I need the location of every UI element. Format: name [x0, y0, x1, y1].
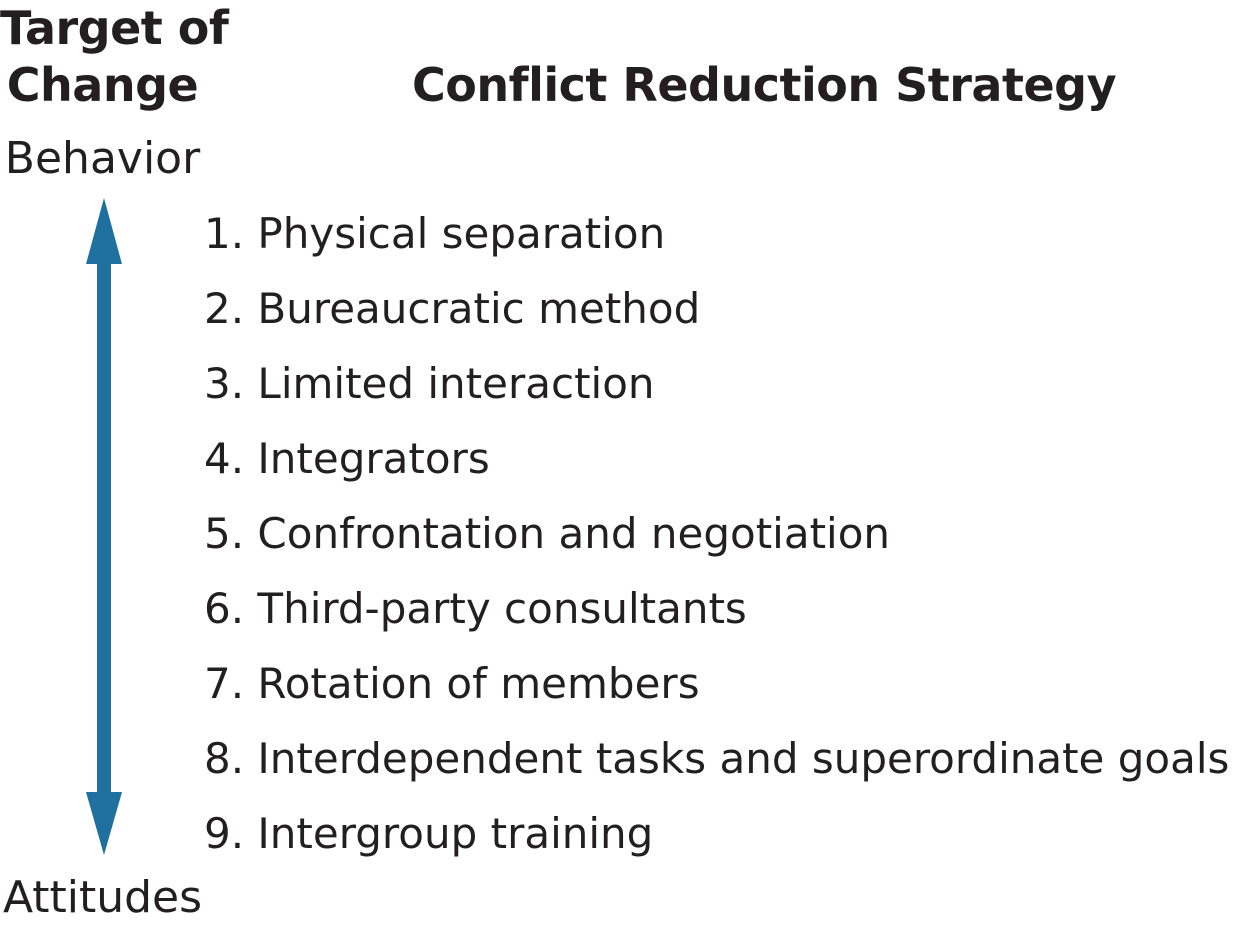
conflict-reduction-strategy-heading: Conflict Reduction Strategy: [412, 58, 1117, 112]
arrow-down-head: [86, 792, 122, 855]
strategy-item-1: 1. Physical separation: [204, 209, 666, 258]
strategy-item-7: 7. Rotation of members: [204, 659, 700, 708]
strategy-item-9: 9. Intergroup training: [204, 809, 654, 858]
target-of-change-heading-line2: Change: [6, 58, 199, 112]
attitudes-label: Attitudes: [2, 872, 203, 923]
strategy-item-4: 4. Integrators: [204, 434, 490, 483]
target-of-change-heading: Target of Change: [0, 0, 229, 114]
target-of-change-heading-line1: Target of: [0, 1, 229, 55]
arrow-up-head: [86, 198, 122, 264]
strategy-item-5: 5. Confrontation and negotiation: [204, 509, 891, 558]
double-headed-arrow-icon: [86, 198, 122, 855]
strategy-item-8: 8. Interdependent tasks and superordinat…: [204, 734, 1230, 783]
arrow-shaft: [97, 260, 111, 796]
strategy-item-3: 3. Limited interaction: [204, 359, 655, 408]
behavior-label: Behavior: [4, 133, 201, 184]
strategy-item-2: 2. Bureaucratic method: [204, 284, 701, 333]
strategy-item-6: 6. Third-party consultants: [204, 584, 747, 633]
strategy-list: 1. Physical separation 2. Bureaucratic m…: [204, 196, 1229, 871]
